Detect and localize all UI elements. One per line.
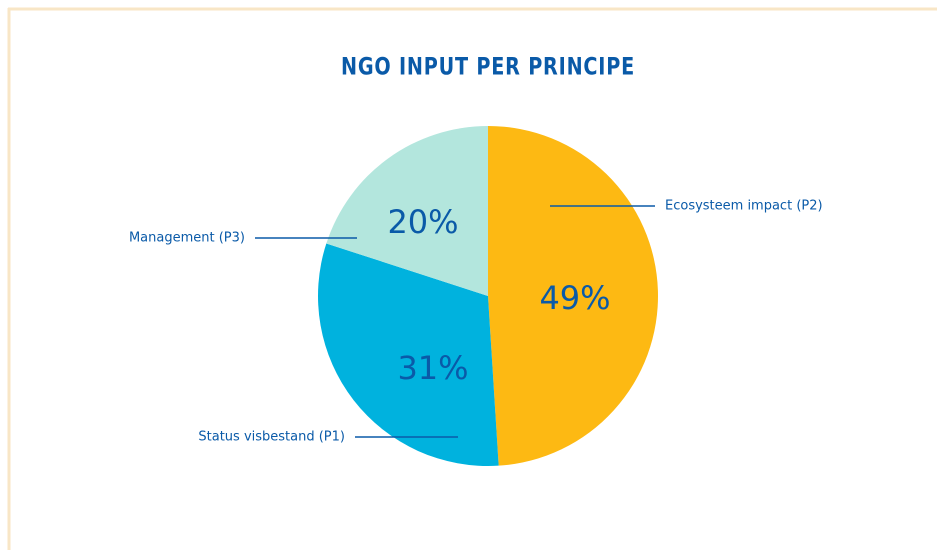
value-label: 49% (539, 279, 610, 317)
category-label: Status visbestand (P1) (198, 430, 345, 445)
category-label: Ecosysteem impact (P2) (665, 199, 823, 214)
value-label: 20% (387, 203, 458, 241)
pie-slice (488, 126, 658, 466)
value-label: 31% (397, 349, 468, 387)
pie-slice (318, 243, 499, 466)
pie-slice (326, 126, 488, 296)
category-label: Management (P3) (129, 231, 245, 246)
chart-title: NGO INPUT PER PRINCIPE (341, 54, 635, 82)
